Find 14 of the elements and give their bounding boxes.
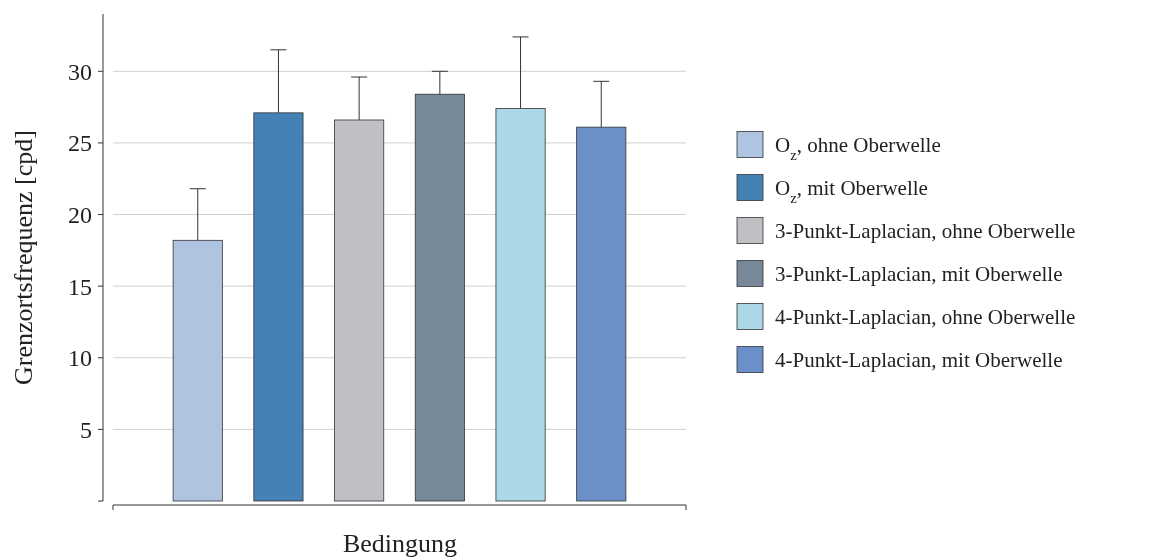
- legend-label: 4-Punkt-Laplacian, ohne Oberwelle: [775, 304, 1076, 329]
- legend-label: O$_{z}$, ohne Oberwelle: [775, 132, 941, 163]
- y-axis-title: Grenzortsfrequenz [cpd]: [9, 130, 38, 385]
- legend-label: O$_{z}$, mit Oberwelle: [775, 175, 928, 206]
- legend-label: 3-Punkt-Laplacian, mit Oberwelle: [775, 261, 1063, 286]
- legend-label: 4-Punkt-Laplacian, mit Oberwelle: [775, 347, 1063, 372]
- x-axis-title: Bedingung: [342, 529, 458, 558]
- y-tick-label: 5: [80, 416, 92, 443]
- y-tick-label: 30: [68, 58, 92, 85]
- legend-label: 3-Punkt-Laplacian, ohne Oberwelle: [775, 218, 1076, 243]
- y-tick-label: 20: [68, 201, 92, 228]
- y-tick-label: 15: [68, 273, 92, 300]
- y-tick-label: 10: [68, 345, 92, 372]
- y-tick-label: 25: [68, 130, 92, 157]
